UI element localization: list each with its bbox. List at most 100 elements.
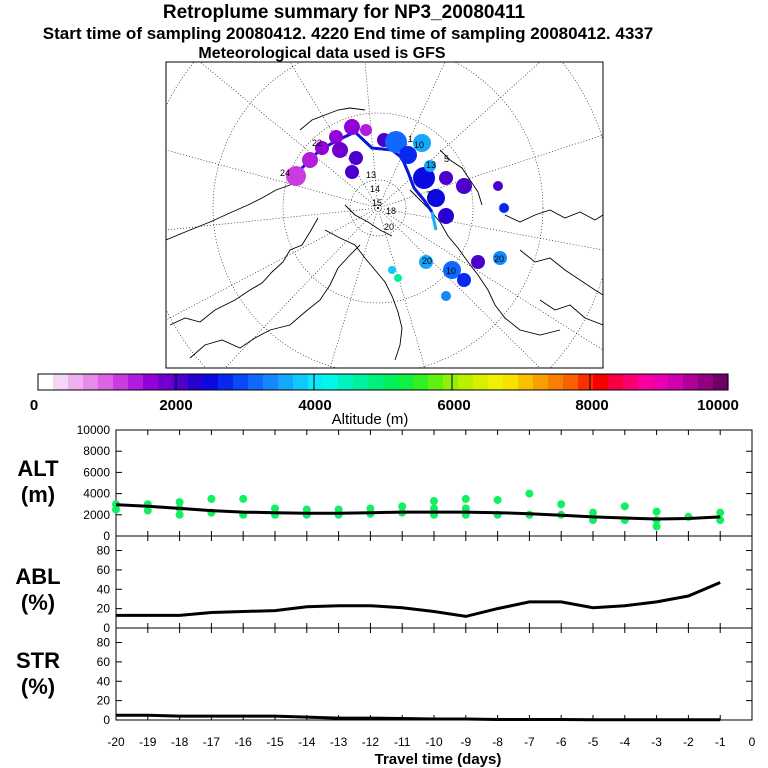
cluster-marker [493, 251, 507, 265]
x-tick-label: -1 [715, 735, 726, 749]
x-tick-label: -4 [619, 735, 630, 749]
map-day-label: 1 [408, 134, 413, 144]
x-tick-label: -19 [139, 735, 157, 749]
colorbar-swatch [503, 374, 519, 390]
map-day-label: 20 [422, 256, 432, 266]
x-tick-label: -7 [524, 735, 535, 749]
colorbar-swatch [278, 374, 294, 390]
altitude-cluster-point [557, 500, 566, 509]
alt-y-tick-label: 6000 [83, 465, 110, 479]
map-day-label: 20 [384, 222, 394, 232]
altitude-cluster-point [493, 495, 502, 504]
plume-path-end [430, 211, 438, 231]
colorbar-swatch [383, 374, 399, 390]
altitude-cluster-point [461, 504, 470, 513]
coastlines [166, 107, 603, 361]
abl-panel-frame [115, 535, 753, 629]
x-tick-label: -18 [171, 735, 189, 749]
colorbar-swatch [218, 374, 234, 390]
cluster-marker [315, 141, 329, 155]
cluster-marker [493, 181, 503, 191]
str-y-tick-label: 20 [97, 694, 111, 708]
alt-label-unit: (m) [20, 482, 56, 507]
altitude-cluster-point [525, 489, 534, 498]
colorbar-tick-labels: 0 2000 4000 6000 8000 10000 [30, 397, 739, 414]
x-axis-label: Travel time (days) [375, 751, 502, 768]
altitude-cluster-point [461, 494, 470, 503]
colorbar-swatch [638, 374, 654, 390]
colorbar-swatch [473, 374, 489, 390]
colorbar-tick-label: 4000 [298, 397, 331, 414]
cluster-marker [441, 291, 451, 301]
cluster-marker [344, 119, 360, 135]
lat-circle [349, 179, 407, 237]
colorbar-swatch [563, 374, 579, 390]
map-day-labels: 24 22 13 14 15 18 20 1 10 13 5 20 10 20 … [280, 134, 504, 276]
map-day-label: 13 [366, 170, 376, 180]
abl-y-tick-label: 0 [103, 621, 110, 635]
colorbar-swatch [263, 374, 279, 390]
map-day-label: 13 [426, 160, 436, 170]
cluster-marker [388, 266, 396, 274]
chart-title: Retroplume summary for NP3_20080411 [162, 2, 526, 23]
str-y-tick-label: 80 [97, 636, 111, 650]
cluster-marker [302, 152, 318, 168]
colorbar-swatch [593, 374, 609, 390]
colorbar-tick-label: 6000 [437, 397, 470, 414]
str-y-tick-label: 40 [97, 674, 111, 688]
map-day-label: 7 [426, 190, 431, 200]
colorbar-tick-label: 10000 [697, 397, 739, 414]
altitude-cluster-point [430, 497, 438, 506]
plume-clusters [286, 119, 509, 301]
x-tick-label: 0 [749, 735, 756, 749]
cluster-marker [438, 208, 454, 224]
cluster-marker [385, 131, 407, 153]
map-day-label: 20 [494, 254, 504, 264]
colorbar [38, 374, 729, 390]
alt-panel-label: ALT (m) [8, 456, 68, 508]
colorbar-swatch [158, 374, 174, 390]
abl-y-tick-label: 40 [97, 582, 111, 596]
colorbar-swatch [173, 374, 189, 390]
colorbar-swatch [653, 374, 669, 390]
altitude-cluster-point [430, 504, 438, 513]
str-series-line [116, 713, 721, 722]
map-content: 24 22 13 14 15 18 20 1 10 13 5 20 10 20 … [166, 62, 603, 368]
colorbar-swatch [68, 374, 84, 390]
colorbar-swatch [713, 374, 729, 390]
alt-panel: 0 2000 4000 6000 8000 10000 [77, 423, 753, 543]
colorbar-swatch [233, 374, 249, 390]
str-label-main: STR [16, 648, 60, 673]
lat-circle [212, 62, 544, 368]
x-tick-label: -16 [235, 735, 253, 749]
altitude-cluster-point [589, 508, 597, 517]
str-panel-label: STR (%) [8, 648, 68, 700]
map-day-label: 14 [370, 184, 380, 194]
colorbar-swatch [338, 374, 354, 390]
colorbar-swatch [533, 374, 549, 390]
map-day-label: 15 [372, 198, 382, 208]
x-tick-label: -17 [203, 735, 221, 749]
cluster-marker [471, 255, 485, 269]
abl-label-main: ABL [15, 564, 61, 589]
map-day-label: 24 [280, 168, 290, 178]
cluster-marker [419, 255, 433, 269]
x-tick-label: -2 [683, 735, 694, 749]
colorbar-swatch [323, 374, 339, 390]
cluster-marker [329, 130, 343, 144]
cluster-marker [360, 124, 372, 136]
sampling-times: Start time of sampling 20080412. 4220 En… [42, 24, 654, 43]
abl-panel: 0 20 40 60 80 [97, 535, 753, 635]
altitude-cluster-point [652, 522, 661, 531]
alt-y-tick-label: 10000 [77, 423, 111, 437]
cluster-marker [345, 165, 359, 179]
map-day-label: 18 [386, 206, 396, 216]
x-tick-label: -11 [394, 735, 411, 749]
x-tick-label: -6 [556, 735, 567, 749]
colorbar-swatch [248, 374, 264, 390]
abl-label-unit: (%) [20, 590, 56, 615]
x-tick-label: -20 [107, 735, 125, 749]
colorbar-swatch [203, 374, 219, 390]
cluster-marker [427, 189, 445, 207]
